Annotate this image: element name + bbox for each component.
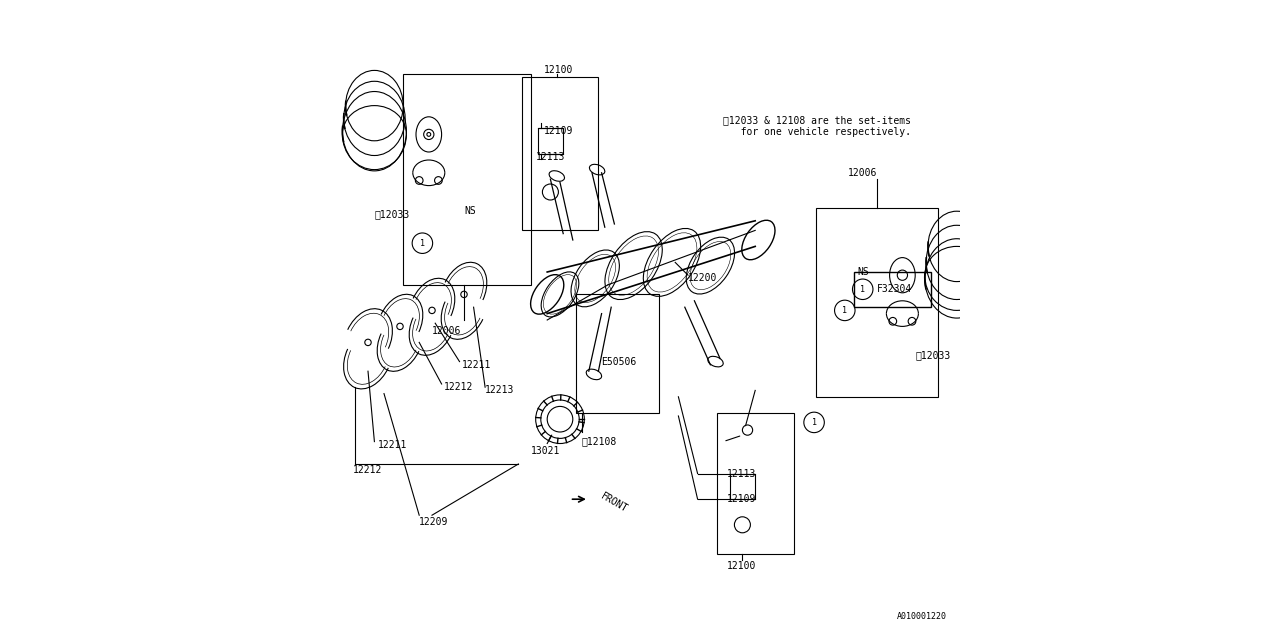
Text: 12109: 12109 (544, 126, 573, 136)
Text: ※12033 & 12108 are the set-items
   for one vehicle respectively.: ※12033 & 12108 are the set-items for one… (723, 115, 911, 137)
Bar (522, 77, 599, 230)
Bar (817, 208, 937, 397)
Text: ※12033: ※12033 (915, 350, 951, 360)
Text: 12211: 12211 (462, 360, 492, 370)
Bar (576, 294, 659, 413)
Bar (717, 413, 794, 554)
Text: NS: NS (465, 206, 476, 216)
Text: 12006: 12006 (849, 168, 877, 178)
Bar (730, 474, 755, 499)
Text: 12213: 12213 (485, 385, 515, 396)
Text: 12200: 12200 (689, 273, 717, 284)
Text: 12100: 12100 (544, 65, 573, 76)
Text: ※12108: ※12108 (581, 436, 617, 447)
Text: 13021: 13021 (531, 446, 561, 456)
Text: E50506: E50506 (602, 356, 637, 367)
Text: 1: 1 (842, 306, 847, 315)
Text: F32304: F32304 (877, 284, 913, 294)
Text: 1: 1 (812, 418, 817, 427)
Text: FRONT: FRONT (599, 491, 628, 514)
Text: 1: 1 (420, 239, 425, 248)
Text: NS: NS (858, 267, 869, 277)
Text: 12113: 12113 (536, 152, 564, 162)
Text: 12211: 12211 (378, 440, 407, 450)
Text: 12109: 12109 (727, 494, 755, 504)
Text: 12113: 12113 (727, 468, 755, 479)
Text: 12006: 12006 (433, 326, 461, 337)
Text: 12100: 12100 (727, 561, 755, 572)
Text: 1: 1 (860, 285, 865, 294)
Text: A010001220: A010001220 (897, 612, 947, 621)
Text: 12209: 12209 (420, 516, 448, 527)
Bar (403, 74, 531, 285)
Text: 12212: 12212 (444, 382, 472, 392)
Bar (538, 128, 563, 154)
Text: 12212: 12212 (353, 465, 383, 476)
Bar (855, 272, 932, 307)
Text: ※12033: ※12033 (374, 209, 410, 220)
